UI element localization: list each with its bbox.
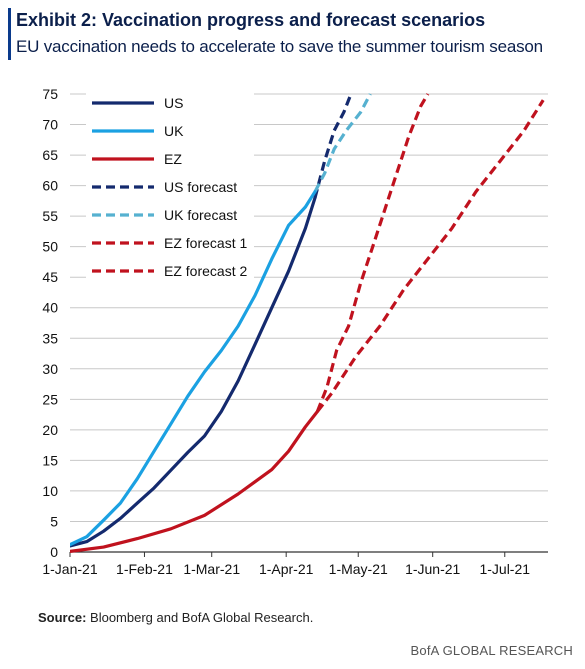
y-tick-label-35: 35 (42, 330, 58, 346)
x-tick-label-1-Feb-21: 1-Feb-21 (116, 561, 173, 577)
series-line-ez-forecast-1 (315, 93, 430, 413)
y-tick-label-70: 70 (42, 117, 58, 133)
legend-label-uk-forecast: UK forecast (164, 207, 237, 223)
y-tick-label-5: 5 (50, 513, 58, 529)
exhibit-subtitle: EU vaccination needs to accelerate to sa… (16, 37, 543, 56)
legend-label-ez-forecast-1: EZ forecast 1 (164, 235, 247, 251)
series-line-uk-forecast (313, 93, 372, 193)
x-tick-label-1-Mar-21: 1-Mar-21 (183, 561, 240, 577)
y-tick-label-50: 50 (42, 239, 58, 255)
y-tick-label-40: 40 (42, 300, 58, 316)
source-label: Source: (38, 610, 87, 625)
y-tick-label-10: 10 (42, 483, 58, 499)
y-tick-label-15: 15 (42, 452, 58, 468)
legend-label-ez: EZ (164, 151, 182, 167)
y-tick-label-45: 45 (42, 269, 58, 285)
series-line-uk (70, 190, 317, 547)
y-tick-label-60: 60 (42, 178, 58, 194)
legend-label-ez-forecast-2: EZ forecast 2 (164, 263, 247, 279)
legend-label-us-forecast: US forecast (164, 179, 237, 195)
y-tick-label-65: 65 (42, 147, 58, 163)
legend-label-us: US (164, 95, 183, 111)
header-accent-bar (8, 8, 11, 60)
series-line-us (70, 196, 317, 548)
legend-label-uk: UK (164, 123, 184, 139)
x-tick-label-1-May-21: 1-May-21 (329, 561, 388, 577)
vaccination-line-chart: 0 5 10 15 20 25 30 35 40 45 50 55 60 65 70 75 1-Jan-21 1-… (42, 86, 548, 577)
x-tick-label-1-Jun-21: 1-Jun-21 (405, 561, 460, 577)
series-line-us-forecast (313, 93, 353, 199)
y-tick-label-30: 30 (42, 361, 58, 377)
y-tick-label-75: 75 (42, 86, 58, 102)
source-note: Source: Bloomberg and BofA Global Resear… (38, 610, 313, 625)
series-line-ez (70, 409, 319, 553)
x-tick-label-1-Apr-21: 1-Apr-21 (259, 561, 314, 577)
x-tick-label-1-Jan-21: 1-Jan-21 (42, 561, 97, 577)
series-line-ez-forecast-2 (316, 99, 545, 413)
y-tick-label-0: 0 (50, 544, 58, 560)
y-tick-label-20: 20 (42, 422, 58, 438)
source-text: Bloomberg and BofA Global Research. (90, 610, 314, 625)
y-tick-label-55: 55 (42, 208, 58, 224)
x-tick-label-1-Jul-21: 1-Jul-21 (479, 561, 530, 577)
y-tick-label-25: 25 (42, 391, 58, 407)
legend-background (86, 91, 254, 289)
exhibit-title: Exhibit 2: Vaccination progress and fore… (16, 10, 486, 30)
footer-brand: BofA GLOBAL RESEARCH (410, 643, 573, 658)
